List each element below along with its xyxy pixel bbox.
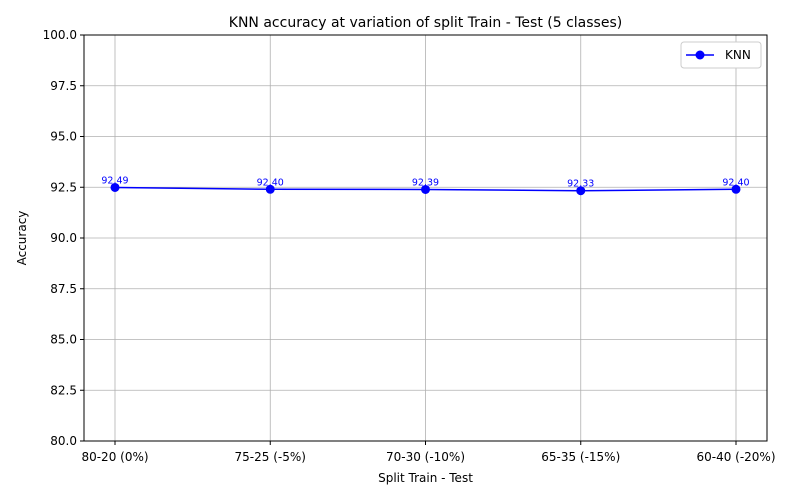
x-tick-label: 80-20 (0%) [81,450,148,464]
ticks-layer: 80.0 82.5 85.0 87.5 90.0 92.5 95.0 97.5 100.0 80-… [43,28,776,464]
data-point [421,184,430,194]
data-point [265,184,275,194]
y-tick-label: 92.5 [50,180,77,194]
legend-label-knn: KNN [725,48,751,62]
data-point [110,182,120,192]
data-label: 92.40 [722,177,749,188]
y-tick-label: 87.5 [50,282,77,296]
legend-box [680,41,762,69]
x-tick-label: 75-25 (-5%) [235,450,306,464]
x-tick-label: 70-30 (-10%) [386,450,465,464]
data-point [731,184,741,194]
y-tick-label: 97.5 [50,79,77,93]
series-layer: 92.49 92.40 92.39 92.33 92.40 [101,175,750,196]
chart-title: KNN accuracy at variation of split Train… [229,15,622,31]
y-tick-label: 90.0 [50,231,77,245]
data-label: 92.39 [412,177,439,188]
data-label: 92.40 [257,177,284,188]
x-axis-label: Split Train - Test [378,471,473,485]
y-tick-label: 100.0 [43,28,77,42]
y-tick-label: 82.5 [50,383,77,397]
x-tick-label: 65-35 (-15%) [541,450,620,464]
data-label: 92.49 [101,175,128,186]
legend: KNN [680,41,762,69]
y-tick-label: 95.0 [50,130,77,144]
legend-marker-swatch [695,50,705,60]
y-axis-label: Accuracy [15,211,29,266]
data-point [576,186,586,196]
data-label: 92.33 [567,179,594,190]
x-tick-label: 60-40 (-20%) [696,450,775,464]
y-tick-label: 80.0 [50,434,77,448]
y-tick-label: 85.0 [50,333,77,347]
